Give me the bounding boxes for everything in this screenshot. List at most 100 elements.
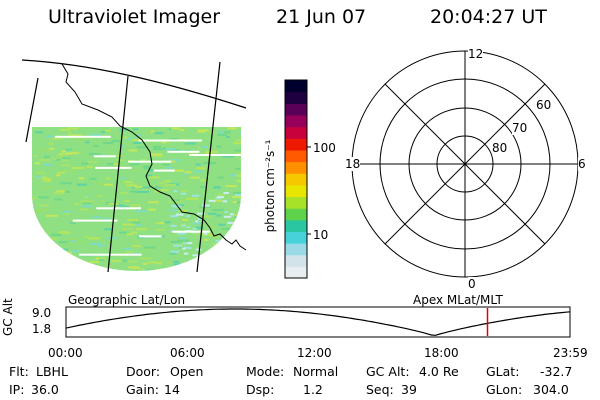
image-pixel [86, 166, 93, 169]
image-pixel [234, 194, 241, 196]
image-pixel [92, 216, 102, 219]
image-pixel [89, 177, 97, 180]
seq-value: 39 [401, 382, 417, 397]
image-pixel [36, 171, 46, 174]
colorbar-scale [285, 80, 307, 279]
image-pixel [222, 200, 228, 203]
image-pixel [165, 166, 173, 169]
image-pixel [205, 152, 213, 155]
image-pixel [186, 215, 191, 218]
image-pixel [71, 250, 80, 253]
image-pixel [178, 237, 187, 240]
image-pixel [154, 132, 164, 135]
image-pixel [170, 250, 180, 253]
image-pixel [223, 247, 229, 250]
image-pixel [173, 260, 180, 263]
geographic-map [21, 59, 247, 273]
image-pixel [205, 259, 214, 261]
image-pixel [93, 156, 98, 159]
image-pixel [134, 186, 143, 188]
image-pixel [58, 259, 69, 262]
image-pixel [133, 142, 142, 144]
image-pixel [225, 185, 237, 188]
mode-value: Normal [293, 364, 339, 379]
image-pixel [123, 247, 132, 250]
mlt-diagonal [384, 83, 546, 245]
colorbar-tick-10: 10 [313, 228, 329, 242]
image-pixel [236, 127, 241, 130]
image-pixel [103, 142, 114, 145]
image-pixel [43, 164, 53, 166]
colorbar-step [285, 80, 307, 93]
longitude-gridline [25, 77, 39, 143]
image-pixel [68, 134, 82, 137]
image-pixel [128, 149, 137, 152]
image-gap [189, 154, 241, 156]
image-pixel [132, 138, 145, 141]
image-pixel [127, 219, 139, 222]
image-pixel [38, 159, 51, 162]
polar-panel-label: Apex MLat/MLT [413, 293, 503, 307]
polar-plot [351, 50, 579, 278]
image-pixel [125, 184, 138, 187]
time-tick-1800: 18:00 [424, 346, 459, 360]
image-pixel [65, 148, 73, 151]
image-pixel [66, 152, 78, 155]
image-pixel [129, 163, 141, 166]
image-pixel [183, 173, 188, 176]
image-pixel [147, 261, 159, 264]
image-pixel [70, 240, 75, 243]
image-pixel [230, 170, 241, 173]
image-pixel [145, 269, 156, 271]
image-pixel [98, 258, 105, 261]
image-pixel [78, 177, 85, 180]
image-pixel [60, 164, 71, 167]
image-pixel [47, 142, 54, 145]
image-pixel [85, 141, 90, 144]
image-pixel [176, 267, 185, 269]
image-pixel [233, 242, 241, 244]
colorbar-step [285, 231, 307, 244]
image-pixel [63, 253, 69, 256]
image-pixel [105, 177, 111, 180]
image-pixel [218, 208, 224, 211]
image-pixel [38, 208, 49, 211]
image-pixel [213, 254, 224, 257]
image-pixel [95, 182, 108, 185]
image-pixel [203, 232, 208, 235]
dsp-label: Dsp: [246, 382, 275, 397]
altitude-plot [65, 306, 571, 338]
image-pixel [89, 153, 101, 155]
image-pixel [207, 212, 217, 215]
image-pixel [235, 138, 241, 141]
gcalt-value: 4.0 Re [419, 364, 459, 379]
flt-value: LBHL [36, 364, 68, 379]
time-tick-0600: 06:00 [170, 346, 205, 360]
image-pixel [131, 231, 138, 234]
image-pixel [145, 130, 151, 133]
gain-label: Gain: [126, 382, 159, 397]
image-pixel [179, 129, 185, 132]
image-pixel [107, 163, 114, 166]
image-pixel [197, 212, 205, 215]
image-pixel [205, 213, 210, 216]
image-pixel [49, 176, 56, 179]
image-pixel [137, 190, 149, 193]
image-pixel [56, 158, 62, 161]
image-pixel [37, 149, 48, 152]
image-pixel [177, 239, 190, 242]
image-pixel [223, 215, 232, 218]
image-pixel [151, 208, 156, 211]
image-pixel [197, 146, 203, 149]
image-pixel [166, 262, 172, 265]
image-pixel [205, 150, 218, 153]
image-pixel [227, 221, 234, 224]
image-pixel [180, 192, 187, 195]
image-pixel [106, 237, 118, 239]
glat-value: -32.7 [540, 364, 573, 379]
image-pixel [233, 142, 241, 145]
image-pixel [205, 266, 210, 269]
image-pixel [159, 259, 166, 262]
image-pixel [234, 215, 241, 218]
image-gap [153, 169, 175, 172]
